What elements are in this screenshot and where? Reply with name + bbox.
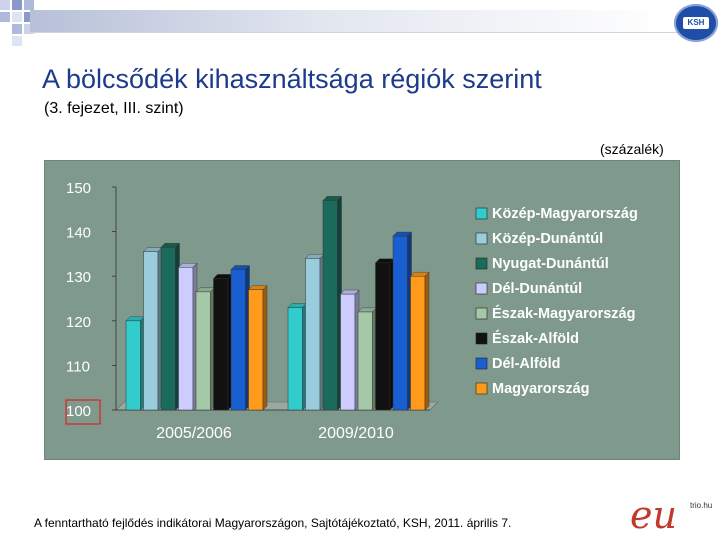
eu-logo: eu trio.hu (630, 494, 712, 536)
chart-tick-group: 100 110 120 130 140 150 (65, 180, 116, 425)
legend-swatch (475, 282, 488, 295)
legend-label: Észak-Alföld (492, 330, 579, 347)
chart-category-label: 2009/2010 (318, 425, 394, 442)
chart-y-tick-label: 100 (66, 403, 91, 420)
chart-bar (410, 275, 426, 411)
chart-bar (125, 320, 141, 411)
chart-legend-group: Közép-Magyarország Közép-Dunántúl Nyugat-D… (475, 206, 638, 397)
chart-bar (392, 235, 408, 411)
chart-bar (305, 258, 321, 411)
eu-logo-small-text: trio.hu (690, 501, 712, 510)
chart-bar (178, 267, 194, 411)
chart-bar (322, 200, 338, 411)
chart-category-label: 2005/2006 (156, 425, 232, 442)
legend-label: Magyarország (492, 381, 590, 397)
chart-bar (143, 251, 159, 411)
chart-bar (195, 291, 211, 411)
legend-swatch (475, 257, 488, 270)
legend-label: Dél-Dunántúl (492, 281, 582, 297)
legend-swatch (475, 357, 488, 370)
chart-bar (340, 293, 356, 411)
chart-bar (160, 246, 176, 411)
chart-bar-group (125, 195, 430, 411)
legend-swatch (475, 332, 488, 345)
header-divider (30, 32, 680, 33)
chart-bar (375, 262, 391, 411)
legend-swatch (475, 382, 488, 395)
legend-label: Dél-Alföld (492, 356, 560, 372)
page-subtitle: (3. fejezet, III. szint) (44, 100, 184, 117)
eu-logo-text: eu (630, 494, 677, 536)
legend-label: Nyugat-Dunántúl (492, 256, 609, 272)
chart-y-tick-label: 120 (66, 314, 91, 331)
chart-y-tick-label: 150 (66, 180, 91, 197)
chart-y-tick-label: 130 (66, 269, 91, 286)
chart-y-tick-label: 140 (66, 225, 91, 242)
chart-bar (248, 289, 264, 411)
chart-bar-side (424, 271, 430, 411)
ksh-logo-text: KSH (683, 17, 709, 29)
chart-bar (230, 269, 246, 411)
chart-bar (357, 311, 373, 411)
legend-swatch (475, 232, 488, 245)
chart-bar (213, 278, 229, 411)
chart-bar-side (262, 285, 268, 411)
unit-label: (százalék) (600, 141, 664, 157)
legend-swatch (475, 307, 488, 320)
chart-bar (287, 307, 303, 411)
header-gradient-bar (30, 10, 670, 32)
legend-label: Közép-Magyarország (492, 206, 638, 222)
baseline-highlight-box (65, 399, 101, 425)
chart-category-group: 2005/2006 2009/2010 (156, 425, 394, 442)
bar-chart: 100 110 120 130 140 150 2005/2006 2009/2010 Kö… (65, 179, 638, 442)
ksh-logo: KSH (674, 4, 718, 42)
legend-swatch (475, 207, 488, 220)
source-note: A fenntartható fejlődés indikátorai Magy… (34, 516, 512, 530)
legend-label: Közép-Dunántúl (492, 231, 603, 247)
page-title: A bölcsődék kihasználtsága régiók szerin… (42, 64, 542, 94)
legend-label: Észak-Magyarország (492, 305, 635, 322)
chart-y-tick-label: 110 (66, 358, 90, 375)
